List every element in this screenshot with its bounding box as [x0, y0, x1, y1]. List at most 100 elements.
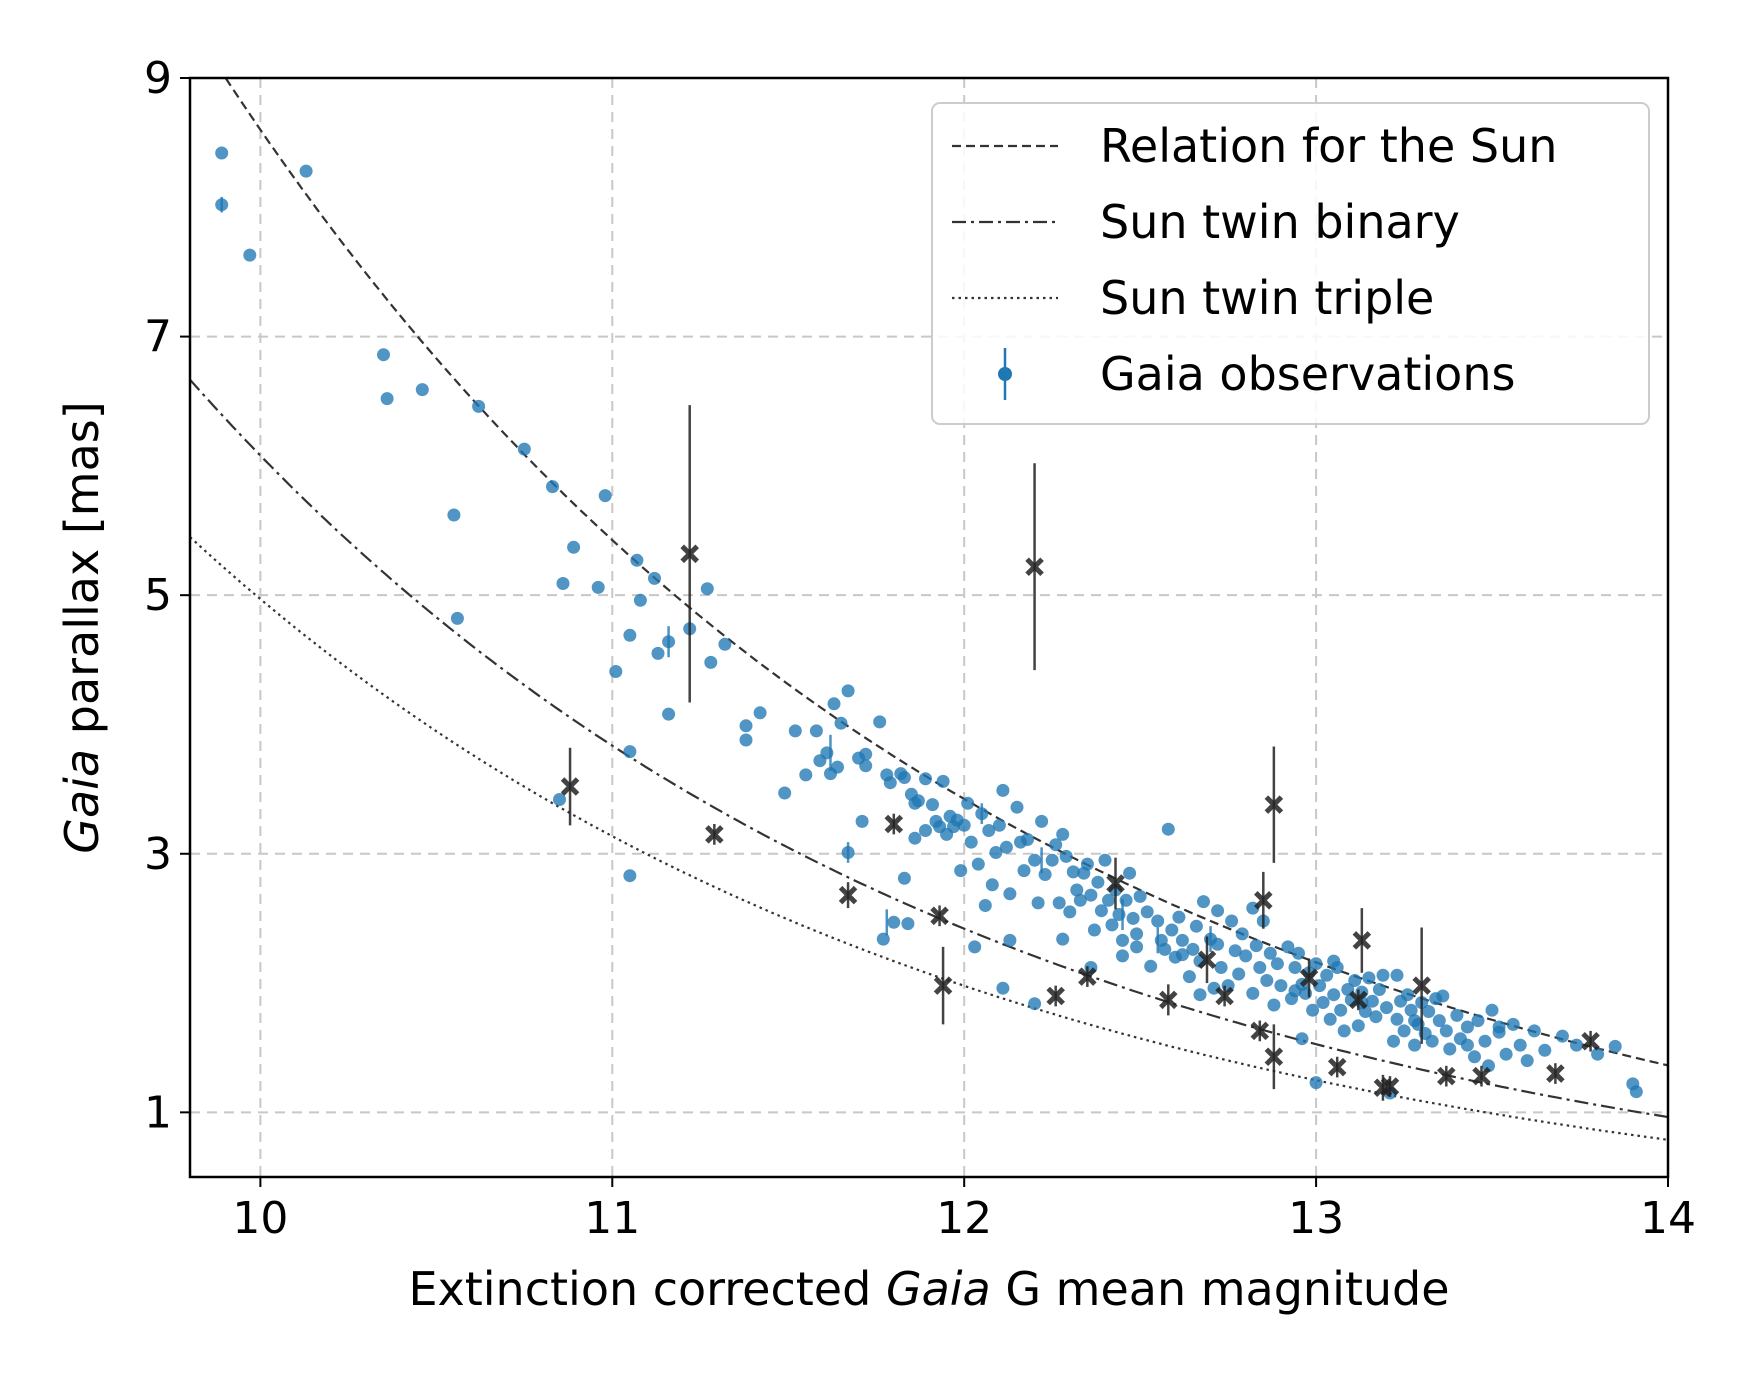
observation-point: [1425, 1034, 1439, 1048]
observation-point: [919, 824, 932, 837]
observation-point: [1182, 970, 1196, 984]
marked-point: [1215, 986, 1234, 1006]
observation-point: [517, 442, 531, 456]
observation-point: [1323, 1012, 1337, 1026]
observation-point: [820, 746, 834, 760]
observation-point: [1232, 967, 1246, 981]
observation-point: [1091, 875, 1105, 889]
x-tick-label: 14: [1640, 1193, 1696, 1244]
observation-point: [968, 940, 982, 954]
observation-point: [415, 383, 429, 397]
observation-point: [827, 697, 841, 711]
marked-point: [1046, 986, 1065, 1006]
observation-point: [1070, 883, 1084, 897]
observation-point: [546, 480, 559, 494]
marked-point: [1349, 990, 1368, 1010]
y-tick-label: 9: [144, 53, 172, 104]
observation-point: [1450, 1008, 1464, 1022]
observation-point: [1126, 911, 1140, 925]
observation-point: [753, 706, 767, 720]
observation-point: [1408, 1014, 1422, 1028]
observation-point: [1281, 940, 1295, 954]
observation-point: [1369, 1010, 1383, 1024]
y-tick-label: 1: [144, 1087, 172, 1138]
marked-point: [1472, 1066, 1491, 1086]
marked-point: [884, 814, 904, 834]
observation-point: [996, 783, 1010, 797]
y-axis-label-part: parallax [mas]: [55, 401, 109, 749]
observation-point: [901, 917, 915, 931]
observation-point: [1175, 933, 1189, 947]
observation-point: [788, 724, 802, 738]
marked-point: [560, 777, 580, 796]
observation-point: [887, 915, 901, 929]
observation-point: [1263, 946, 1277, 960]
observation-point: [1045, 853, 1059, 867]
observation-point: [1288, 961, 1302, 974]
observation-point: [1492, 1020, 1506, 1034]
observation-point: [1591, 1047, 1605, 1061]
observation-point: [623, 869, 637, 883]
observation-point: [633, 593, 647, 607]
legend-swatch-observations-marker: [998, 367, 1012, 381]
observation-point: [1017, 864, 1031, 878]
marked-point: [1254, 891, 1273, 910]
x-tick-label: 11: [584, 1193, 640, 1244]
observation-point: [985, 878, 999, 892]
observation-point: [1028, 997, 1042, 1011]
y-tick-label: 5: [144, 570, 172, 621]
observation-point: [1189, 919, 1203, 933]
observation-point: [1130, 927, 1144, 941]
observation-point: [1080, 857, 1094, 871]
observation-point: [1144, 959, 1158, 973]
marked-point: [1264, 795, 1284, 814]
observation-point: [215, 198, 229, 212]
observation-point: [778, 786, 792, 800]
observation-point: [1274, 979, 1288, 993]
observation-point: [1228, 944, 1242, 958]
observation-point: [1485, 1003, 1499, 1017]
observation-point: [1295, 1032, 1309, 1046]
legend-box: [931, 102, 1650, 425]
observation-point: [883, 776, 897, 790]
observation-point: [662, 707, 676, 721]
observation-point: [1165, 923, 1179, 937]
observation-point: [1130, 940, 1144, 954]
observation-point: [1031, 896, 1045, 910]
marked-point: [1327, 1057, 1347, 1077]
observation-point: [1387, 1034, 1400, 1048]
observation-point: [556, 577, 570, 590]
observation-point: [1049, 838, 1063, 852]
marked-point: [1546, 1064, 1565, 1083]
observation-point: [1249, 939, 1263, 953]
observation-point: [1161, 822, 1175, 836]
observation-point: [1432, 1014, 1446, 1028]
marked-point: [1581, 1031, 1600, 1051]
observation-point: [897, 771, 911, 784]
marked-point: [1025, 557, 1044, 576]
observation-point: [1471, 1014, 1485, 1028]
x-axis-label-part: Gaia: [886, 1262, 991, 1316]
legend: Relation for the Sun Sun twin binary Sun…: [931, 102, 1650, 425]
observation-point: [1309, 1076, 1323, 1090]
observation-point: [1365, 994, 1379, 1008]
observation-points: [215, 146, 1643, 1100]
observation-point: [1028, 853, 1042, 867]
observation-point: [1246, 986, 1260, 1000]
observation-point: [1186, 942, 1200, 956]
observation-point: [1239, 949, 1253, 963]
observation-point: [831, 760, 844, 774]
observation-point: [1309, 957, 1323, 971]
observation-point: [1404, 1003, 1418, 1017]
observation-point: [1527, 1024, 1541, 1038]
observation-point: [1175, 948, 1189, 962]
observation-point: [1362, 971, 1376, 985]
observation-point: [1260, 974, 1274, 987]
observation-point: [1401, 988, 1415, 1002]
marked-point: [1437, 1066, 1456, 1086]
observation-point: [975, 807, 989, 821]
marked-point: [1299, 968, 1319, 988]
observation-point: [447, 508, 461, 522]
